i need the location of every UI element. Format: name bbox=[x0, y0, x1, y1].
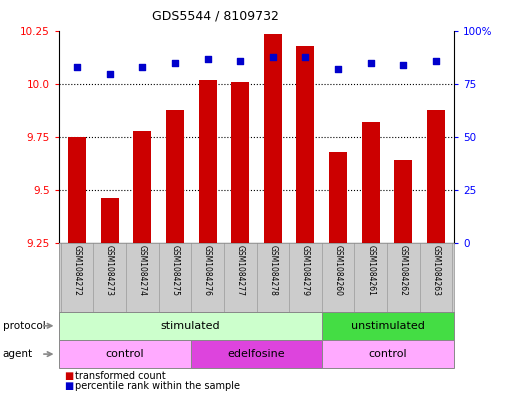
Bar bbox=[297, 46, 314, 243]
Point bbox=[204, 56, 212, 62]
Text: GSM1084260: GSM1084260 bbox=[333, 245, 343, 296]
Bar bbox=[322, 312, 454, 340]
Text: stimulated: stimulated bbox=[161, 321, 221, 331]
Text: GSM1084274: GSM1084274 bbox=[138, 245, 147, 296]
Text: GSM1084261: GSM1084261 bbox=[366, 245, 375, 296]
Bar bbox=[101, 198, 119, 243]
Bar bbox=[264, 33, 282, 243]
Bar bbox=[427, 110, 445, 243]
Text: GSM1084277: GSM1084277 bbox=[235, 245, 245, 296]
Point bbox=[432, 58, 440, 64]
Text: GSM1084272: GSM1084272 bbox=[72, 245, 82, 296]
Point bbox=[171, 60, 179, 66]
Bar bbox=[231, 82, 249, 243]
Text: GSM1084263: GSM1084263 bbox=[431, 245, 441, 296]
Bar bbox=[68, 137, 86, 243]
Text: GSM1084276: GSM1084276 bbox=[203, 245, 212, 296]
Bar bbox=[394, 160, 412, 243]
Bar bbox=[59, 340, 191, 368]
Bar bbox=[199, 80, 216, 243]
Bar bbox=[322, 340, 454, 368]
Point bbox=[399, 62, 407, 68]
Text: percentile rank within the sample: percentile rank within the sample bbox=[75, 381, 241, 391]
Text: unstimulated: unstimulated bbox=[351, 321, 425, 331]
Text: GDS5544 / 8109732: GDS5544 / 8109732 bbox=[152, 10, 279, 23]
Text: edelfosine: edelfosine bbox=[228, 349, 285, 359]
Point bbox=[138, 64, 146, 70]
Text: ■: ■ bbox=[64, 381, 73, 391]
Text: GSM1084275: GSM1084275 bbox=[170, 245, 180, 296]
Text: GSM1084262: GSM1084262 bbox=[399, 245, 408, 296]
Point bbox=[367, 60, 375, 66]
Point bbox=[269, 54, 277, 60]
Bar bbox=[59, 312, 322, 340]
Text: control: control bbox=[369, 349, 407, 359]
Text: control: control bbox=[106, 349, 144, 359]
Text: agent: agent bbox=[3, 349, 33, 359]
Text: GSM1084278: GSM1084278 bbox=[268, 245, 278, 296]
Bar bbox=[329, 152, 347, 243]
Bar bbox=[133, 131, 151, 243]
Point bbox=[236, 58, 244, 64]
Bar bbox=[166, 110, 184, 243]
Text: transformed count: transformed count bbox=[75, 371, 166, 380]
Text: GSM1084273: GSM1084273 bbox=[105, 245, 114, 296]
Bar bbox=[362, 122, 380, 243]
Bar bbox=[191, 340, 322, 368]
Text: protocol: protocol bbox=[3, 321, 45, 331]
Text: GSM1084279: GSM1084279 bbox=[301, 245, 310, 296]
Point bbox=[73, 64, 81, 70]
Point bbox=[301, 54, 309, 60]
Point bbox=[334, 66, 342, 73]
Point bbox=[106, 71, 114, 77]
Text: ■: ■ bbox=[64, 371, 73, 380]
